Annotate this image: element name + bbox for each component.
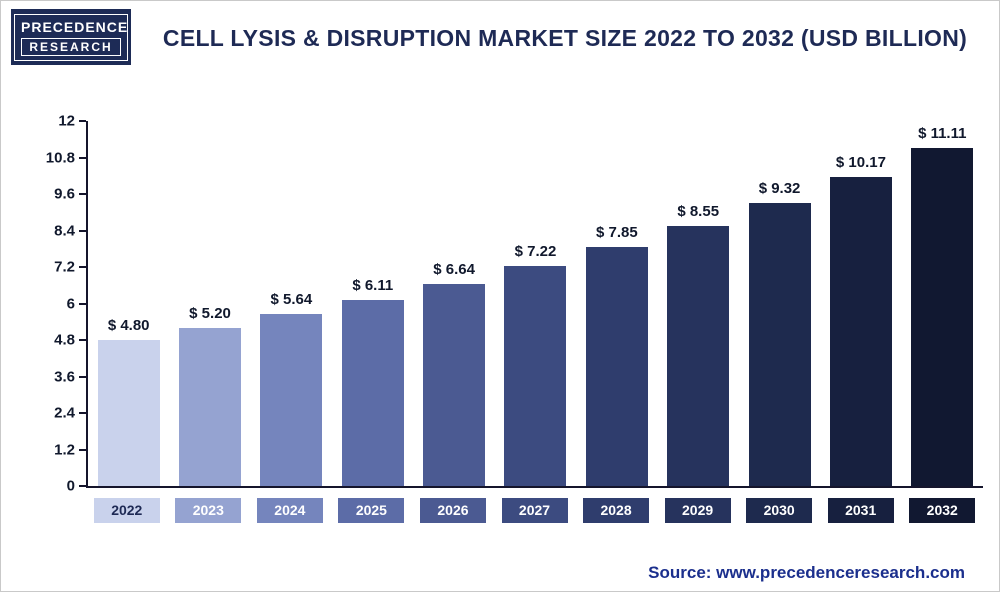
bar (179, 328, 242, 486)
bar-slot: $ 10.17 (820, 121, 901, 486)
y-axis-tick-mark (79, 412, 86, 414)
bar-value-label: $ 6.64 (433, 261, 475, 278)
logo-text-precedence: PRECEDENCE (21, 18, 129, 35)
x-chip-slot: 2023 (168, 498, 250, 523)
bar (667, 226, 730, 486)
y-axis-tick-label: 12 (58, 112, 75, 130)
y-axis-tick-label: 4.8 (54, 331, 75, 349)
source-label: Source: (648, 563, 712, 582)
y-axis-tick-mark (79, 375, 86, 378)
bar-value-label: $ 5.64 (270, 291, 313, 308)
y-axis-tick-label: 6 (66, 295, 75, 312)
source-line: Source: www.precedenceresearch.com (648, 563, 965, 583)
bar-slot: $ 4.80 (88, 121, 169, 486)
y-axis-tick-mark (79, 266, 86, 268)
bars-container: $ 4.80 $ 5.20 $ 5.64 $ 6.11 $ 6.64 $ 7.22 $ 7.… (88, 121, 983, 486)
x-chip-slot: 2028 (575, 498, 657, 523)
y-axis-tick-label: 9.6 (54, 185, 75, 203)
bar (585, 247, 648, 486)
x-chip-slot: 2027 (494, 498, 576, 523)
y-axis-tick-label: 1.2 (54, 441, 75, 458)
bar-value-label: $ 5.20 (189, 305, 231, 322)
x-axis-year-chip: 2023 (175, 498, 242, 523)
x-axis-year-chip: 2027 (501, 498, 568, 523)
y-axis-tick-label: 3.6 (54, 368, 75, 385)
bar-value-label: $ 8.55 (677, 203, 720, 220)
x-chip-slot: 2022 (86, 498, 168, 523)
bar-value-label: $ 9.32 (758, 180, 801, 197)
precedence-research-logo: PRECEDENCE RESEARCH (11, 9, 131, 65)
bar-value-label: $ 6.11 (352, 277, 394, 294)
x-axis-year-chip: 2022 (93, 498, 160, 523)
bar (911, 148, 974, 486)
bar (341, 300, 404, 486)
y-axis-tick-mark (79, 193, 86, 195)
x-axis-year-chip: 2031 (827, 498, 894, 523)
y-axis-tick-mark (79, 302, 86, 305)
x-axis-year-chip: 2029 (664, 498, 731, 523)
y-axis-tick-mark (79, 448, 86, 451)
x-axis-year-chip: 2025 (338, 498, 405, 523)
x-axis-year-chip: 2026 (419, 498, 486, 523)
chart-title: CELL LYSIS & DISRUPTION MARKET SIZE 2022… (162, 25, 968, 51)
x-chip-slot: 2024 (249, 498, 331, 523)
bar (423, 284, 486, 486)
bar (260, 314, 323, 486)
y-axis-tick-label: 0 (66, 477, 75, 495)
y-axis-tick-label: 2.4 (54, 404, 75, 422)
bar-slot: $ 6.11 (332, 121, 413, 486)
y-axis-tick-mark (79, 339, 86, 341)
x-chip-slot: 2026 (412, 498, 494, 523)
bar-value-label: $ 7.22 (514, 243, 557, 260)
x-chip-slot: 2030 (738, 498, 820, 523)
y-axis-tick-label: 8.4 (54, 222, 75, 239)
y-axis-tick-mark (79, 156, 86, 159)
y-axis-tick-label: 10.8 (45, 149, 75, 166)
logo-frame: PRECEDENCE RESEARCH (14, 13, 129, 61)
bar-slot: $ 8.55 (658, 121, 739, 486)
x-chip-slot: 2029 (657, 498, 739, 523)
y-axis-tick-mark (79, 120, 86, 122)
x-axis-year-chip: 2032 (909, 498, 976, 523)
bar-slot: $ 5.20 (169, 121, 250, 486)
bar-value-label: $ 7.85 (595, 224, 638, 241)
bar-slot: $ 6.64 (413, 121, 494, 486)
bar-value-label: $ 10.17 (835, 154, 886, 171)
bar-slot: $ 5.64 (251, 121, 332, 486)
source-url: www.precedenceresearch.com (716, 563, 965, 582)
x-axis-year-chip: 2024 (256, 498, 323, 523)
bar (748, 203, 811, 486)
x-axis-year-chip: 2028 (583, 498, 650, 523)
bar (829, 177, 892, 486)
chart-plot-area: $ 4.80 $ 5.20 $ 5.64 $ 6.11 $ 6.64 $ 7.22 $ 7.… (86, 121, 983, 488)
bar-value-label: $ 4.80 (107, 317, 150, 334)
y-axis-tick-mark (79, 229, 86, 232)
bar-slot: $ 11.11 (902, 121, 983, 486)
x-axis-labels: 2022 2023 2024 2025 2026 2027 2028 2029 2030 2031… (86, 498, 983, 523)
x-chip-slot: 2031 (820, 498, 902, 523)
bar-slot: $ 7.22 (495, 121, 576, 486)
x-chip-slot: 2025 (331, 498, 413, 523)
x-axis-year-chip: 2030 (746, 498, 813, 523)
logo-text-research: RESEARCH (21, 37, 121, 56)
bar-slot: $ 7.85 (576, 121, 657, 486)
bar (504, 266, 567, 486)
bar-value-label: $ 11.11 (918, 125, 967, 142)
x-chip-slot: 2032 (901, 498, 983, 523)
y-axis-tick-mark (79, 485, 86, 487)
y-axis-tick-label: 7.2 (54, 258, 75, 276)
bar-slot: $ 9.32 (739, 121, 820, 486)
bar (97, 340, 160, 486)
